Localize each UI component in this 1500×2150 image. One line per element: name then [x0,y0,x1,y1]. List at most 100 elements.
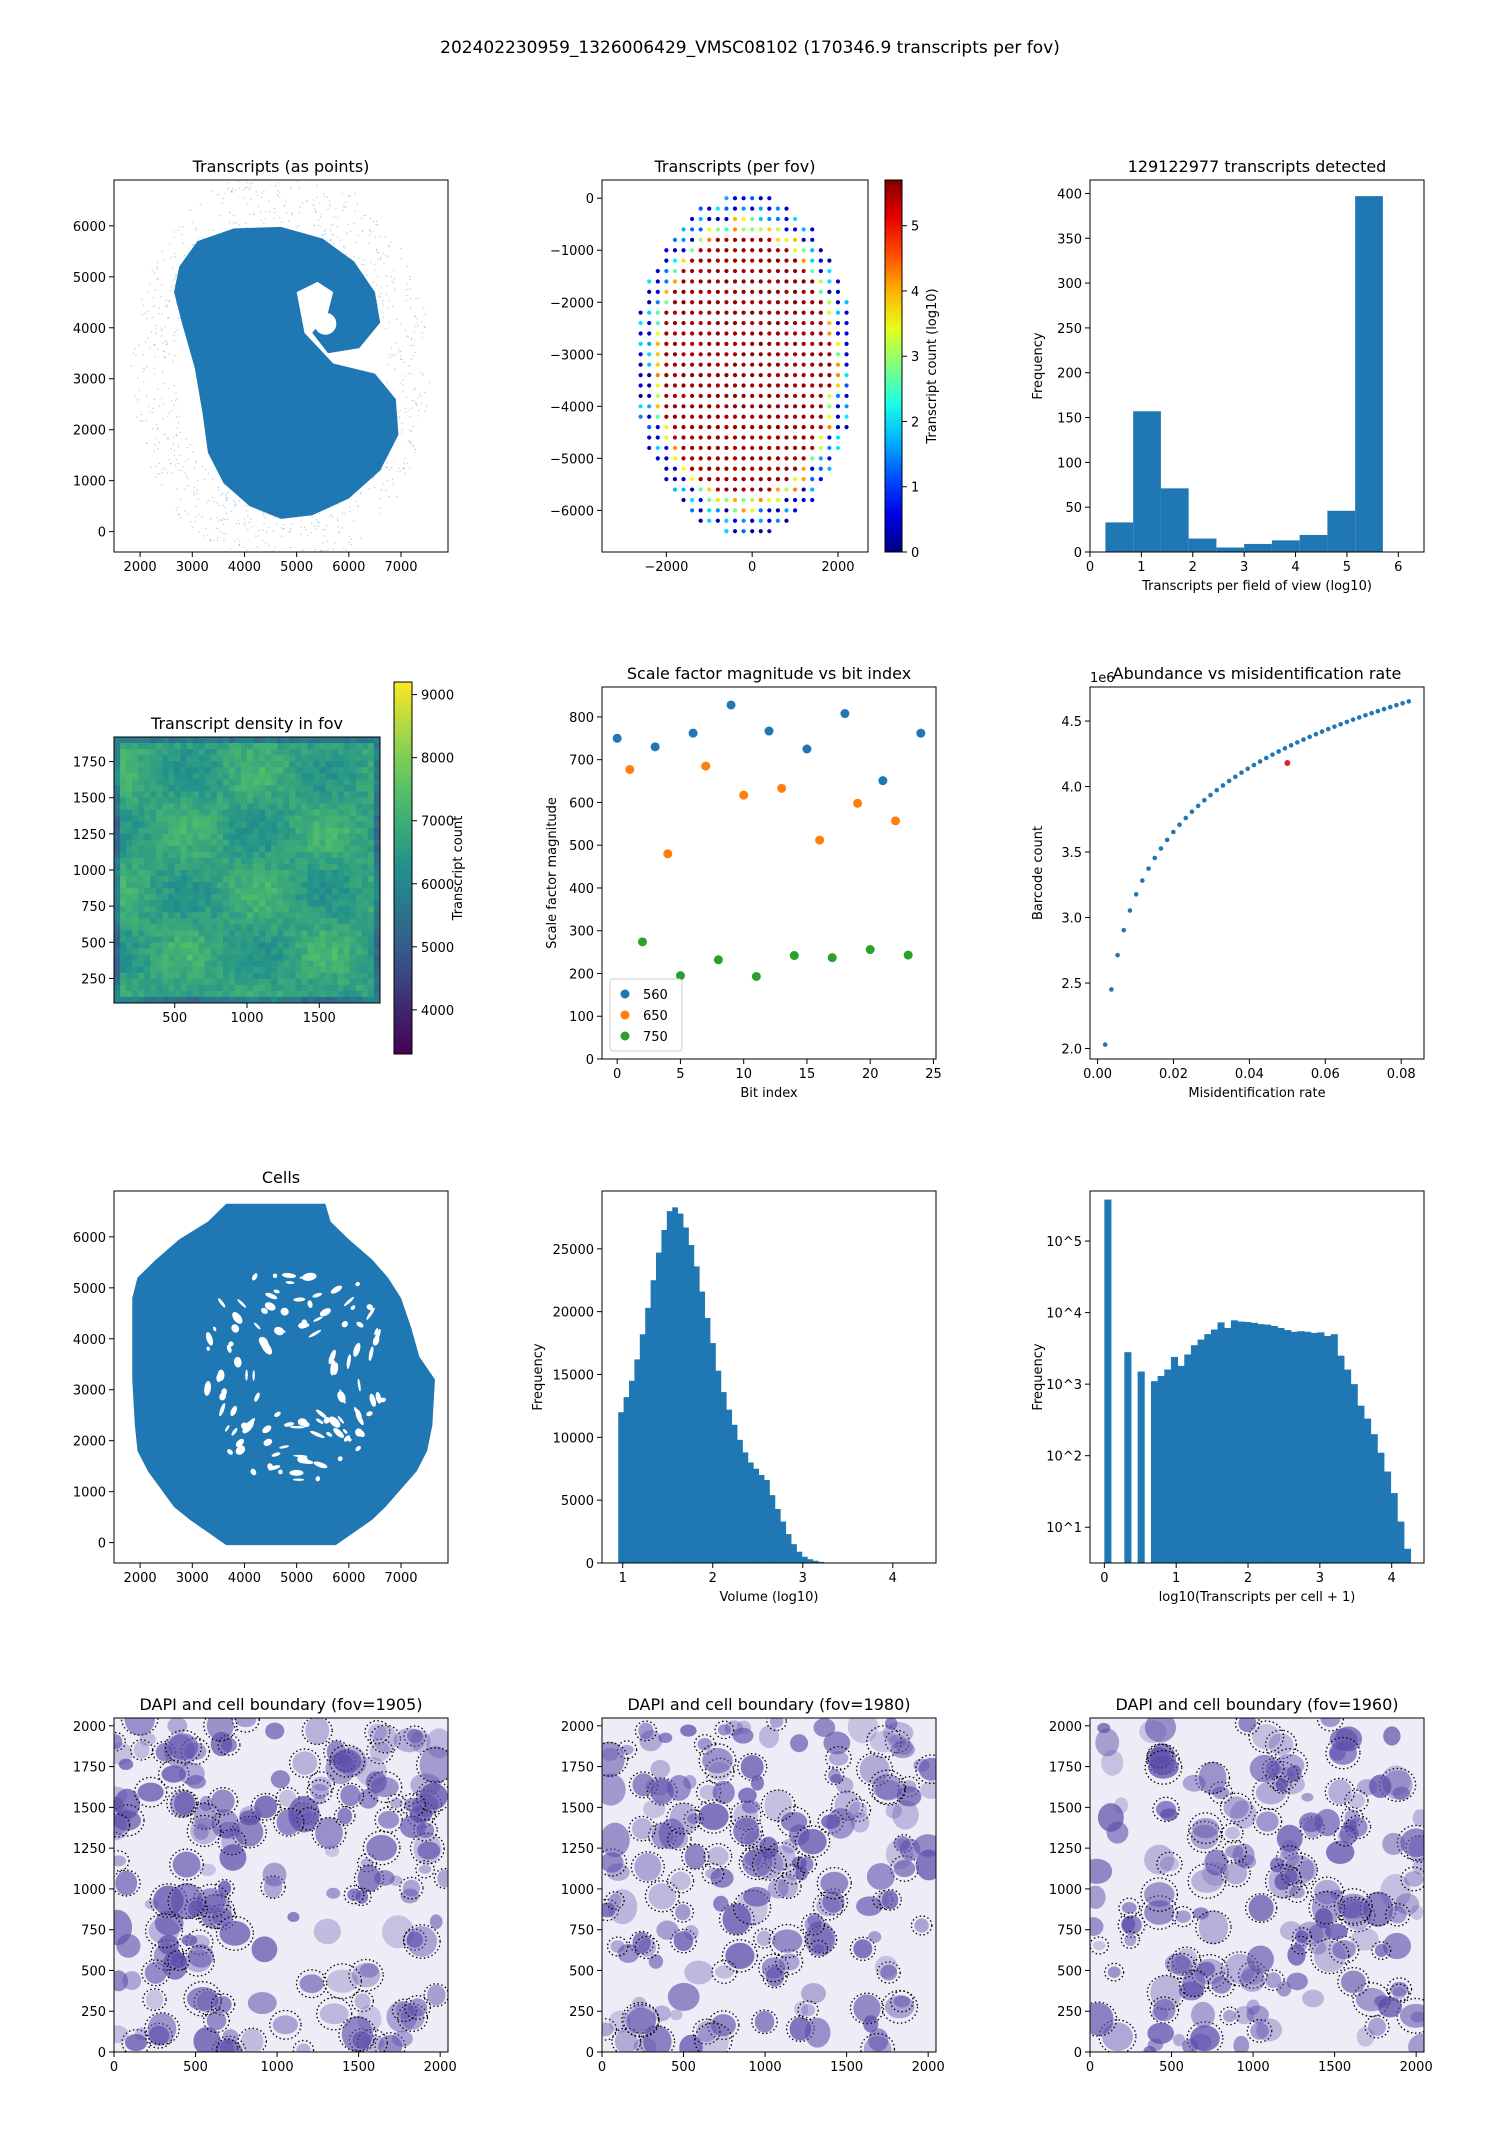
density-cell [150,948,157,956]
legend-marker [620,1010,630,1020]
density-cell [144,755,151,762]
nucleus [1308,1923,1332,1943]
density-cell [295,857,302,865]
density-cell [216,912,224,919]
density-cell [216,978,224,986]
nucleus [1410,2011,1424,2023]
density-cell [168,894,175,901]
transcript-point [164,326,167,328]
cell-boundary [295,1969,328,1999]
density-cell [247,918,254,925]
density-cell [295,743,302,750]
density-cell [265,936,272,944]
x-axis-label: Misidentification rate [1188,1086,1325,1101]
fov-point [775,206,781,211]
density-cell [222,954,230,962]
density-cell [253,882,260,889]
nucleus [755,1850,784,1880]
density-cell [180,870,188,877]
transcript-point [197,514,200,516]
nucleus [702,1747,733,1774]
transcript-point [185,438,188,440]
histogram-bar [1157,1376,1165,1563]
density-cell [120,912,127,919]
transcript-point [146,318,148,320]
density-cell [355,857,363,865]
fov-point [792,268,798,274]
fov-point [810,237,815,242]
transcript-point [415,402,418,405]
fov-point [818,404,823,409]
fov-point [715,518,720,523]
curve-point [1325,726,1331,732]
transcript-point [163,258,165,261]
cell-boundary [910,1915,933,1936]
histogram-bar [1160,488,1189,552]
density-cell [210,791,218,798]
density-cell [168,797,175,804]
cell-boundary [114,1804,145,1837]
fov-point [655,435,660,440]
transcript-point [409,297,412,300]
cell-boundary [1248,1720,1285,1754]
fov-point [750,341,755,346]
density-cell [355,833,363,841]
density-cell [355,948,363,956]
cell-gap [244,1418,256,1431]
fov-point [827,362,832,367]
density-cell [126,894,133,901]
cell-boundary [1219,1792,1253,1823]
cell-gap [219,1392,226,1401]
histogram-bar [1244,1321,1252,1563]
cell-gap [226,1344,232,1353]
density-cell [325,767,333,774]
density-cell [325,851,333,859]
density-cell [313,876,321,883]
y-offset-label: 1e6 [1090,671,1115,686]
colorbar-tick-label: 8000 [421,752,454,767]
fov-point [707,456,712,461]
density-cell [222,779,230,786]
density-cell [198,894,206,901]
nucleus [915,1849,936,1881]
nucleus [437,1869,448,1888]
density-cell [174,948,181,956]
density-cell [192,930,200,937]
density-cell [156,743,163,750]
transcript-point [162,342,164,344]
density-cell [216,984,224,992]
density-cell [265,888,272,895]
density-cell [162,761,169,768]
fov-point [724,196,729,201]
nucleus [1197,1961,1216,1977]
cell-boundary [871,1774,906,1806]
transcript-point [187,209,190,212]
transcript-point [217,486,219,489]
density-cell [126,912,133,919]
density-cell [277,773,284,780]
density-cell [367,737,375,744]
density-cell [253,978,260,986]
density-cell [373,767,380,774]
density-cell [289,984,296,992]
density-cell [192,936,200,944]
transcript-point [319,202,321,204]
density-cell [138,743,145,750]
density-cell [259,815,266,823]
density-cell [337,954,345,962]
colorbar-tick-label: 2 [911,415,919,430]
fov-point [741,456,746,461]
density-cell [361,990,369,998]
transcript-point [208,500,210,502]
histogram-bar [796,1551,803,1563]
fov-point [715,258,720,263]
density-cell [307,749,314,756]
density-cell [337,839,345,847]
density-cell [138,779,145,786]
transcript-point [306,200,309,202]
transcript-point [402,468,404,470]
density-cell [234,785,242,792]
density-cell [367,803,375,811]
fov-point [758,352,763,357]
density-cell [216,743,224,750]
